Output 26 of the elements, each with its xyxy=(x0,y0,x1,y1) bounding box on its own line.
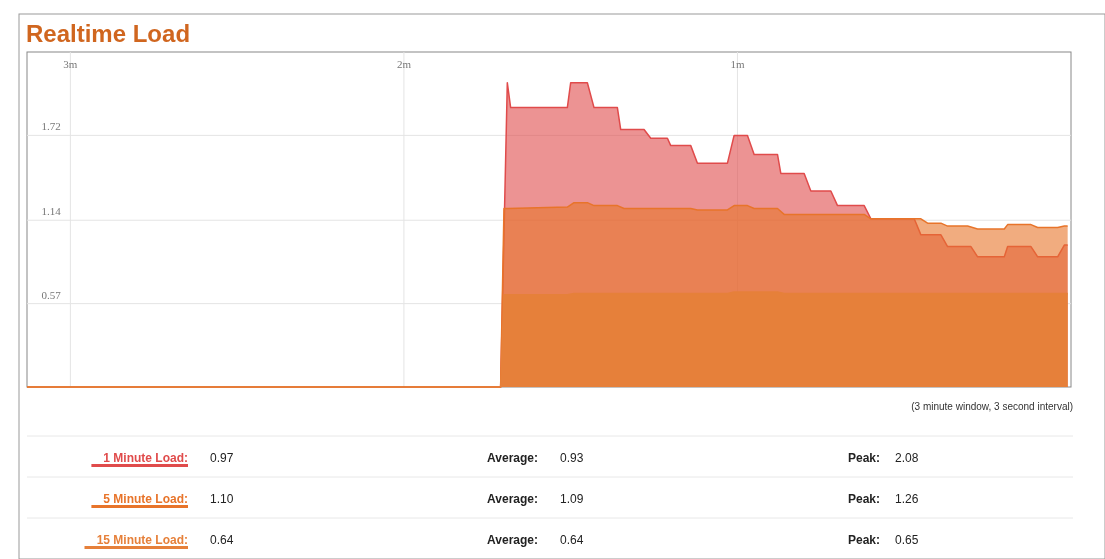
text: Average: xyxy=(487,492,538,506)
text: 1.10 xyxy=(210,492,234,506)
text: Average: xyxy=(487,533,538,547)
text: Average: xyxy=(487,451,538,465)
text: 0.64 xyxy=(210,533,234,547)
y-tick-label: 1.14 xyxy=(41,205,62,218)
text: 0.64 xyxy=(560,533,584,547)
text: Peak: xyxy=(847,533,880,547)
y-tick-label: 0.57 xyxy=(41,288,62,301)
text: 1 Minute Load: xyxy=(103,451,188,465)
text: (3 minute window, 3 second interval) xyxy=(911,401,1073,412)
text: Peak: xyxy=(847,451,880,465)
text: Peak: xyxy=(847,492,880,506)
text: 0.97 xyxy=(210,451,234,465)
chart-title: Realtime Load xyxy=(26,20,191,47)
text: 0.93 xyxy=(560,451,584,465)
x-tick-label: 2m xyxy=(396,58,412,70)
y-tick-label: 1.72 xyxy=(41,120,61,133)
text: 2.08 xyxy=(895,451,919,465)
text: 0.65 xyxy=(895,533,919,547)
x-tick-label: 3m xyxy=(63,58,78,70)
text: 1.09 xyxy=(560,492,584,506)
text: 15 Minute Load: xyxy=(96,533,188,547)
text: 5 Minute Load: xyxy=(103,492,188,506)
text: 1.26 xyxy=(895,492,919,506)
x-tick-label: 1m xyxy=(730,58,745,70)
